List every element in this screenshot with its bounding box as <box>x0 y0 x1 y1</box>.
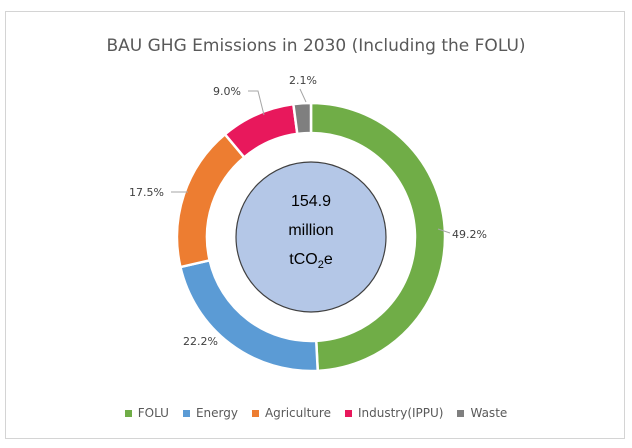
leader-line-folu <box>437 228 451 234</box>
data-label-energy: 22.2% <box>183 335 218 348</box>
legend-swatch <box>182 409 190 417</box>
center-unit-line1: million <box>288 222 333 239</box>
donut-slice-waste <box>291 101 313 136</box>
legend-swatch <box>344 409 352 417</box>
legend-item-industry-ippu-: Industry(IPPU) <box>344 406 444 420</box>
legend-item-waste: Waste <box>457 406 507 420</box>
data-label-industry-ippu-: 9.0% <box>213 85 241 98</box>
leader-line-waste <box>299 88 307 103</box>
donut-slice-agriculture <box>175 132 246 269</box>
legend-label: FOLU <box>137 406 169 420</box>
center-unit-line2: tCO2e <box>289 251 333 271</box>
legend-swatch <box>457 409 465 417</box>
legend-label: Waste <box>470 406 508 420</box>
legend-swatch <box>251 409 259 417</box>
legend-label: Industry(IPPU) <box>357 406 444 420</box>
center-value: 154.9 <box>291 193 331 210</box>
legend-label: Energy <box>195 406 238 420</box>
donut-slice-folu <box>309 101 447 373</box>
center-circle <box>235 161 387 313</box>
legend-label: Agriculture <box>264 406 331 420</box>
data-label-folu: 49.2% <box>452 228 487 241</box>
data-label-waste: 2.1% <box>289 74 317 87</box>
leader-line-industry-ippu- <box>248 90 265 116</box>
legend-item-folu: FOLU <box>124 406 169 420</box>
legend-swatch <box>124 409 132 417</box>
chart-title: BAU GHG Emissions in 2030 (Including the… <box>106 36 526 56</box>
data-label-agriculture: 17.5% <box>129 186 164 199</box>
legend-item-agriculture: Agriculture <box>251 406 331 420</box>
chart-legend: FOLU Energy Agriculture Industry(IPPU) Waste <box>0 406 632 420</box>
legend-item-energy: Energy <box>182 406 238 420</box>
